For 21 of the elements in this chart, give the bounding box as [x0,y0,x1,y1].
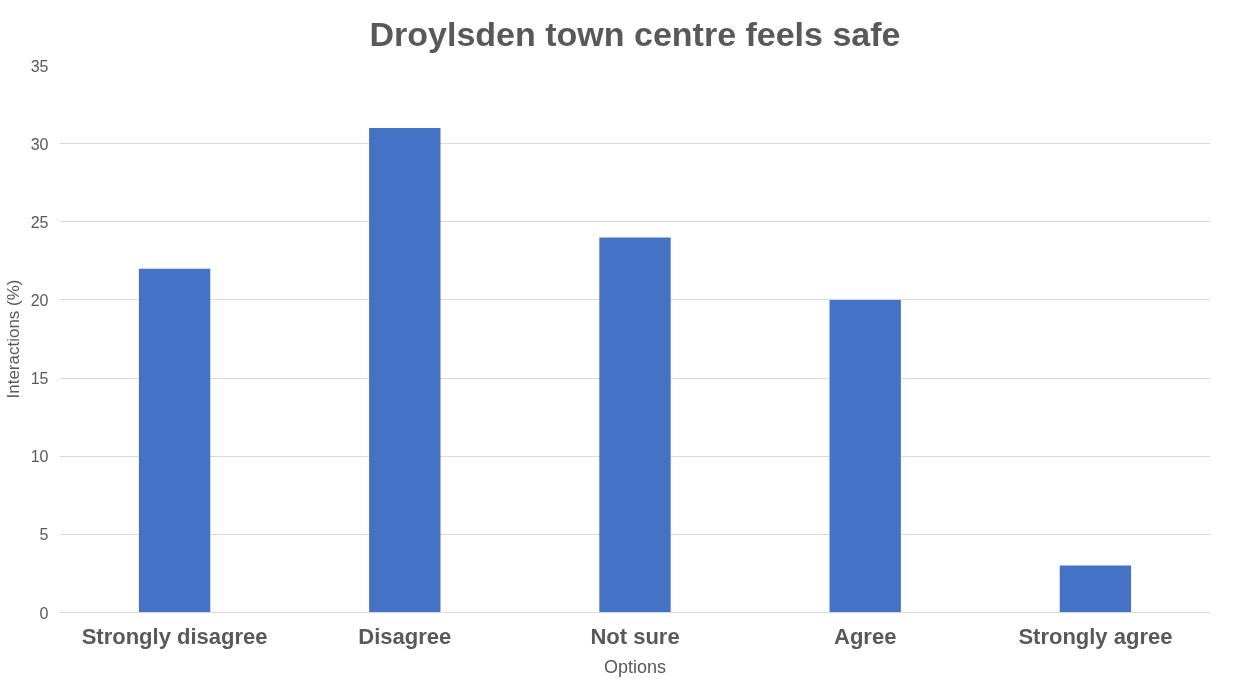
x-tick-label: Disagree [358,623,452,649]
bar [138,268,211,613]
chart-title: Droylsden town centre feels safe [369,15,901,53]
y-tick-label: 30 [30,135,49,153]
bar [369,128,441,613]
y-tick-label: 35 [30,57,49,75]
x-axis-title: Options [603,656,667,677]
y-tick-label: 10 [30,448,49,466]
y-tick-label: 15 [30,370,49,388]
x-tick-label: Agree [834,623,897,649]
bar [829,299,901,613]
y-tick-label: 0 [39,604,49,622]
x-tick-label: Strongly disagree [81,623,268,649]
x-tick-label: Strongly agree [1018,623,1173,649]
y-tick-label: 25 [30,213,49,231]
bar [599,237,671,613]
y-tick-label: 5 [39,526,49,544]
y-axis-title: Interactions (%) [3,279,23,399]
bar [1059,565,1132,613]
y-tick-label: 20 [30,291,49,309]
x-tick-label: Not sure [590,623,680,649]
